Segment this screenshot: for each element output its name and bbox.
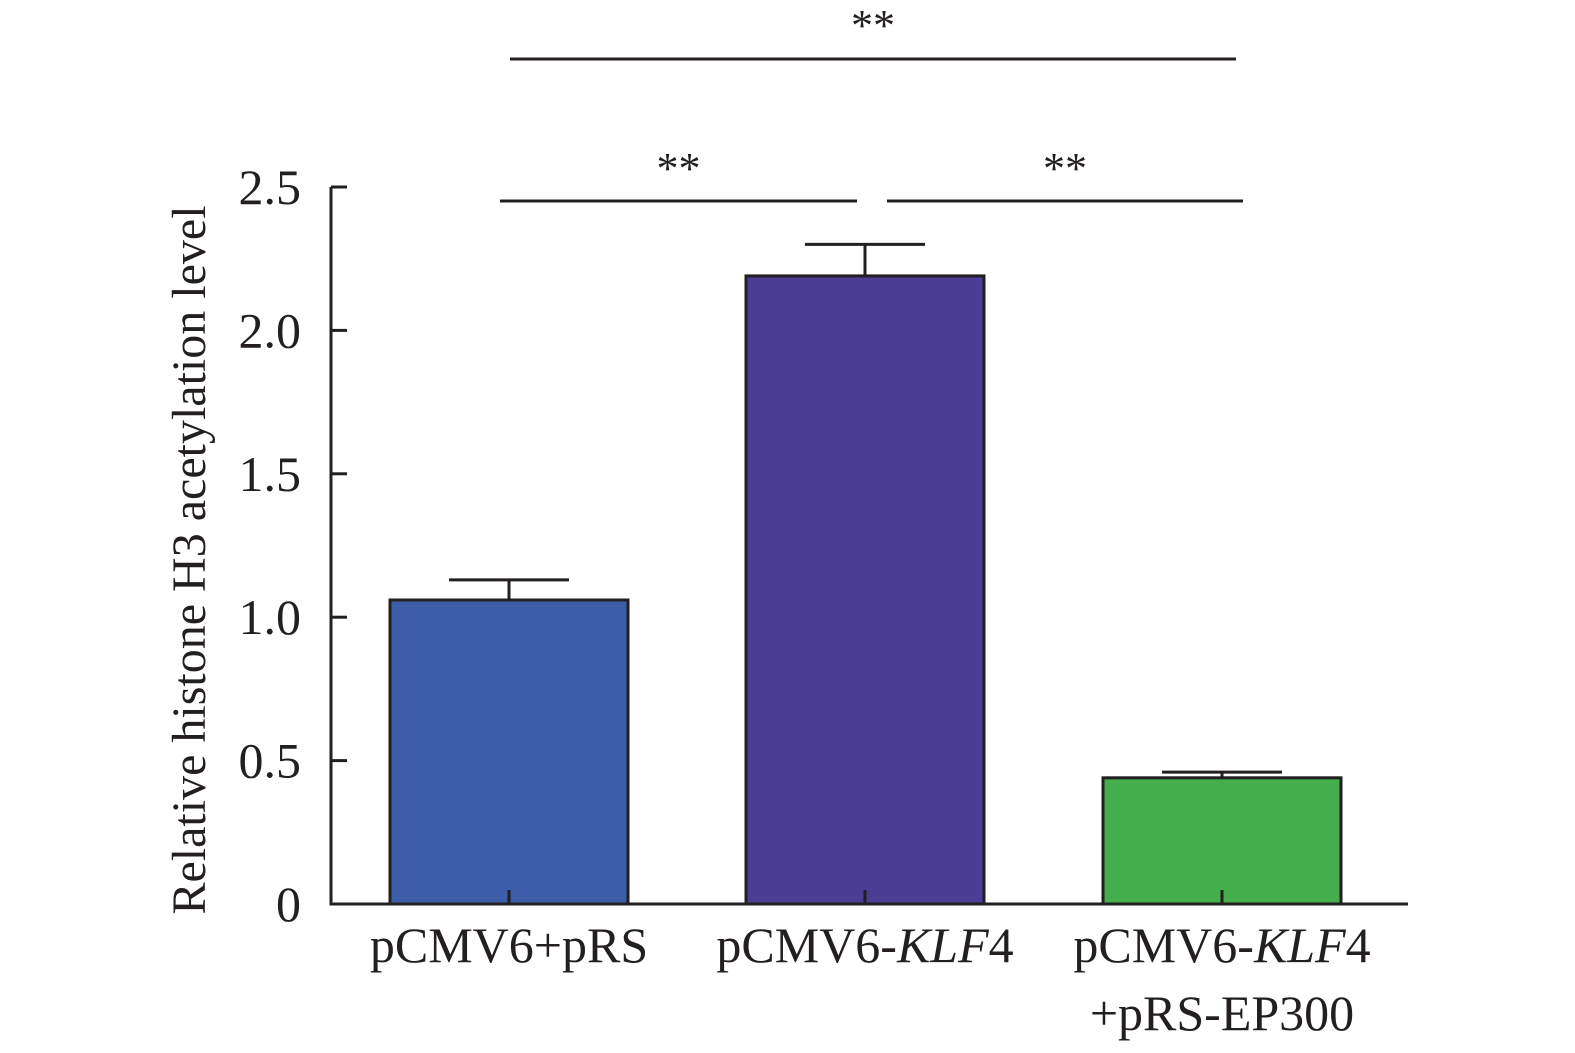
y-tick-label: 2.5 <box>239 159 302 215</box>
y-tick-label: 2.0 <box>239 302 302 358</box>
y-tick-label: 0 <box>276 876 301 932</box>
bar <box>1101 776 1343 906</box>
x-category-label-part: KLF <box>896 917 989 973</box>
bar <box>744 274 986 906</box>
x-category-label-part: 4 <box>1346 917 1371 973</box>
significance-brackets: ** ** ** <box>500 1 1243 203</box>
x-category-labels: pCMV6+pRS pCMV6-KLF4 pCMV6-KLF4+pRS-EP300 <box>370 917 1371 1041</box>
error-bars <box>449 242 1282 778</box>
bars <box>388 274 1343 906</box>
y-axis-title: Relative histone H3 acetylation level <box>163 205 216 914</box>
x-category-label: pCMV6-KLF4 <box>716 917 1013 973</box>
x-category-label-part: KLF <box>1253 917 1346 973</box>
x-category-label-part: +pRS-EP300 <box>1090 985 1354 1041</box>
bar <box>388 598 630 906</box>
significance-label: ** <box>851 1 895 50</box>
y-ticks: 0 0.5 1.0 1.5 2.0 2.5 <box>239 159 347 932</box>
y-tick-label: 1.5 <box>239 446 302 502</box>
x-category-label-part: 4 <box>989 917 1014 973</box>
significance-label: ** <box>1043 144 1087 193</box>
x-category-label-part: pCMV6+pRS <box>370 917 648 973</box>
x-category-label: pCMV6+pRS <box>370 917 648 973</box>
x-category-label-part: pCMV6- <box>716 917 897 973</box>
y-tick-label: 1.0 <box>239 589 302 645</box>
x-category-label: pCMV6-KLF4 <box>1073 917 1370 973</box>
x-category-label: +pRS-EP300 <box>1090 985 1354 1041</box>
y-axis-label-group: Relative histone H3 acetylation level <box>163 205 216 914</box>
significance-label: ** <box>657 144 701 193</box>
x-category-label-part: pCMV6- <box>1073 917 1254 973</box>
y-tick-label: 0.5 <box>239 733 302 789</box>
